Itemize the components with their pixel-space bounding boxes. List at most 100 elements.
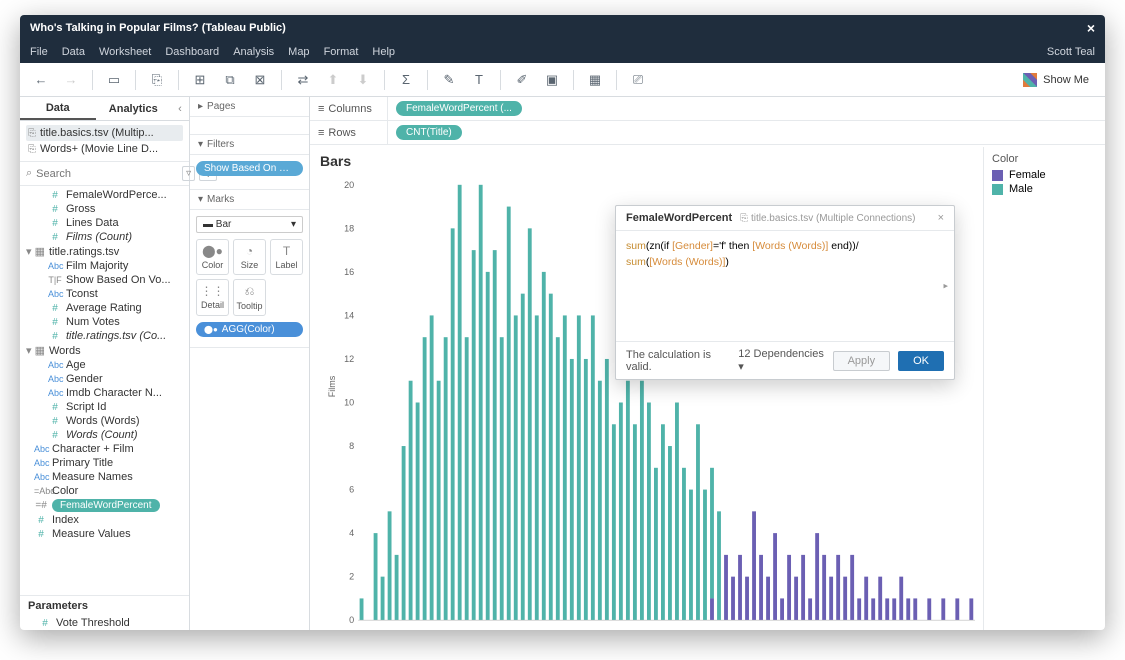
menu-data[interactable]: Data (62, 46, 85, 58)
field-item[interactable]: #Script Id (20, 400, 189, 414)
toolbar: ← → ▭ ⎘ ⊞ ⧉ ⊠ ⇄ ⬆ ⬇ Σ ✎ T ✐ ▣ ▦ ⎚ Show M… (20, 63, 1105, 97)
svg-text:16: 16 (344, 267, 354, 277)
filters-shelf: ▾Filters (190, 135, 309, 155)
menu-map[interactable]: Map (288, 46, 309, 58)
save-icon[interactable]: ▭ (101, 67, 127, 93)
marks-detail[interactable]: ⋮⋮Detail (196, 279, 229, 316)
svg-text:10: 10 (344, 398, 354, 408)
fit-icon[interactable]: ▣ (539, 67, 565, 93)
field-item[interactable]: #Index (20, 513, 189, 527)
window-title: Who's Talking in Popular Films? (Tableau… (30, 22, 286, 34)
field-item[interactable]: AbcMeasure Names (20, 470, 189, 484)
marks-tooltip[interactable]: ⎌Tooltip (233, 279, 266, 316)
calc-formula[interactable]: sum(zn(if [Gender]='f' then [Words (Word… (616, 231, 954, 341)
expand-icon[interactable]: ▸ (943, 279, 948, 293)
color-legend: Color FemaleMale (983, 147, 1103, 630)
legend-item[interactable]: Female (992, 169, 1095, 181)
cards-icon[interactable]: ▦ (582, 67, 608, 93)
field-item[interactable]: #Average Rating (20, 301, 189, 315)
marks-color-pill[interactable]: ⬤●AGG(Color) (196, 322, 303, 337)
pages-shelf: ▸Pages (190, 97, 309, 117)
show-me-button[interactable]: Show Me (1015, 69, 1097, 91)
clear-icon[interactable]: ⊠ (247, 67, 273, 93)
marks-color[interactable]: ⬤●Color (196, 239, 229, 275)
calc-deps[interactable]: 12 Dependencies ▾ (738, 348, 824, 373)
search-icon: ⌕ (26, 167, 32, 180)
parameter-item[interactable]: #Vote Threshold (20, 616, 189, 630)
title-bar: Who's Talking in Popular Films? (Tableau… (20, 15, 1105, 41)
rows-shelf-label: ≡ Rows (310, 121, 388, 144)
close-icon[interactable]: × (1087, 20, 1095, 36)
calc-name[interactable]: FemaleWordPercent (626, 212, 732, 224)
svg-text:20: 20 (344, 180, 354, 190)
menu-file[interactable]: File (30, 46, 48, 58)
duplicate-icon[interactable]: ⧉ (217, 67, 243, 93)
field-item[interactable]: AbcAge (20, 358, 189, 372)
field-item[interactable]: #Gross (20, 202, 189, 216)
sort-asc-icon[interactable]: ⬆ (320, 67, 346, 93)
menu-dashboard[interactable]: Dashboard (165, 46, 219, 58)
filter-pill[interactable]: Show Based On Votes: Tr... (196, 161, 303, 176)
format-icon[interactable]: ✐ (509, 67, 535, 93)
calc-close-icon[interactable]: × (938, 212, 944, 224)
calculation-editor: FemaleWordPercent ⎘ title.basics.tsv (Mu… (615, 205, 955, 380)
new-sheet-icon[interactable]: ⊞ (187, 67, 213, 93)
marks-label[interactable]: TLabel (270, 239, 303, 275)
marks-type-select[interactable]: ▬ Bar▾ (196, 216, 303, 233)
marks-size[interactable]: ◔Size (233, 239, 266, 275)
menu-help[interactable]: Help (372, 46, 395, 58)
forward-icon[interactable]: → (58, 67, 84, 93)
menu-bar: File Data Worksheet Dashboard Analysis M… (20, 41, 1105, 63)
cards-column: ▸Pages ▾Filters Show Based On Votes: Tr.… (190, 97, 310, 630)
field-item[interactable]: #Lines Data (20, 216, 189, 230)
search-input[interactable] (36, 168, 178, 180)
tab-analytics[interactable]: Analytics (96, 97, 172, 120)
data-pane: Data Analytics ‹ ⎘title.basics.tsv (Mult… (20, 97, 190, 630)
field-item[interactable]: #Num Votes (20, 315, 189, 329)
ok-button[interactable]: OK (898, 351, 944, 371)
field-pill[interactable]: =#FemaleWordPercent (20, 498, 189, 513)
field-item[interactable]: AbcPrimary Title (20, 456, 189, 470)
parameters-header: Parameters (20, 595, 189, 616)
field-item[interactable]: #Measure Values (20, 527, 189, 541)
present-icon[interactable]: ⎚ (625, 67, 651, 93)
field-group[interactable]: ▾ ▦ Words (20, 343, 189, 358)
sort-desc-icon[interactable]: ⬇ (350, 67, 376, 93)
highlight-icon[interactable]: ✎ (436, 67, 462, 93)
field-item[interactable]: #FemaleWordPerce... (20, 188, 189, 202)
field-item[interactable]: T|FShow Based On Vo... (20, 273, 189, 287)
label-icon[interactable]: T (466, 67, 492, 93)
svg-text:4: 4 (349, 528, 354, 538)
menu-format[interactable]: Format (324, 46, 359, 58)
rows-pill[interactable]: CNT(Title) (396, 125, 462, 140)
connect-icon[interactable]: ⎘ (144, 67, 170, 93)
datasource-item[interactable]: ⎘Words+ (Movie Line D... (26, 141, 183, 157)
apply-button[interactable]: Apply (833, 351, 891, 371)
legend-item[interactable]: Male (992, 183, 1095, 195)
viz-area: ≡ Columns FemaleWordPercent (... ≡ Rows … (310, 97, 1105, 630)
user-name[interactable]: Scott Teal (1047, 46, 1095, 58)
field-item[interactable]: =AbcColor (20, 484, 189, 498)
field-item[interactable]: #Films (Count) (20, 230, 189, 244)
field-item[interactable]: AbcCharacter + Film (20, 442, 189, 456)
field-item[interactable]: AbcFilm Majority (20, 259, 189, 273)
field-item[interactable]: #title.ratings.tsv (Co... (20, 329, 189, 343)
field-item[interactable]: #Words (Words) (20, 414, 189, 428)
showme-icon (1023, 73, 1037, 87)
field-item[interactable]: AbcTconst (20, 287, 189, 301)
back-icon[interactable]: ← (28, 67, 54, 93)
datasource-item[interactable]: ⎘title.basics.tsv (Multip... (26, 125, 183, 141)
collapse-icon[interactable]: ‹ (171, 97, 189, 120)
menu-analysis[interactable]: Analysis (233, 46, 274, 58)
columns-pill[interactable]: FemaleWordPercent (... (396, 101, 522, 116)
swap-icon[interactable]: ⇄ (290, 67, 316, 93)
svg-text:6: 6 (349, 485, 354, 495)
field-item[interactable]: AbcGender (20, 372, 189, 386)
field-item[interactable]: AbcImdb Character N... (20, 386, 189, 400)
menu-worksheet[interactable]: Worksheet (99, 46, 151, 58)
tab-data[interactable]: Data (20, 97, 96, 120)
svg-text:0: 0 (349, 615, 354, 625)
field-group[interactable]: ▾ ▦ title.ratings.tsv (20, 244, 189, 259)
totals-icon[interactable]: Σ (393, 67, 419, 93)
field-item[interactable]: #Words (Count) (20, 428, 189, 442)
